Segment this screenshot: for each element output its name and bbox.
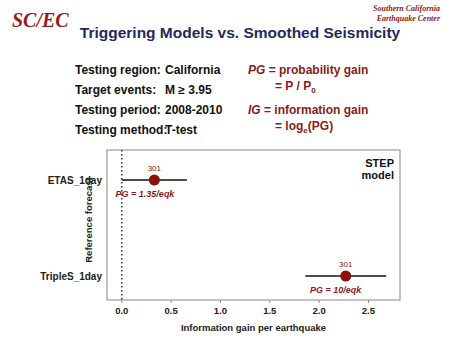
info-value: 2008-2010	[165, 103, 223, 117]
org-name: Southern California	[373, 4, 440, 13]
x-tick	[121, 300, 122, 303]
reference-line	[121, 150, 123, 300]
model-label: model	[362, 169, 394, 181]
formula: = P / P0	[275, 79, 316, 95]
definition: IG = information gain	[248, 103, 368, 117]
marks	[122, 150, 386, 300]
text-part: (PG)	[308, 119, 333, 133]
plot-frame	[107, 150, 400, 300]
info-label: Target events:	[75, 83, 156, 97]
info-value: California	[165, 63, 221, 77]
x-tick-label: 0.0	[115, 305, 128, 316]
x-tick	[269, 300, 270, 303]
category-label: TripleS_1day	[40, 271, 102, 282]
x-tick-label: 2.5	[362, 305, 376, 316]
x-tick	[220, 300, 221, 303]
info-label: Testing region:	[75, 63, 161, 77]
category-label: ETAS_1day	[48, 175, 103, 186]
pg-label: PG = 1.35/eqk	[116, 189, 176, 199]
x-tick-label: 1.5	[263, 305, 277, 316]
org-name: Earthquake Center	[376, 14, 441, 23]
x-axis-label: Information gain per earthquake	[181, 322, 326, 333]
info-label: Testing period:	[75, 103, 161, 117]
text-part: 0	[311, 86, 316, 95]
y-axis-label: Reference forecast	[83, 176, 94, 262]
info-value: M ≥ 3.95	[165, 83, 212, 97]
formula: = loge(PG)	[275, 119, 333, 135]
x-tick	[319, 300, 320, 303]
text-part: PG	[248, 63, 265, 77]
x-tick-label: 0.5	[165, 305, 179, 316]
title: Triggering Models vs. Smoothed Seismicit…	[80, 24, 401, 41]
definition: PG = probability gain	[248, 63, 368, 77]
point	[340, 271, 351, 282]
info-value: T-test	[165, 123, 197, 137]
model-label: STEP	[365, 157, 394, 169]
info-label: Testing method:	[75, 123, 167, 137]
pg-label: PG = 10/eqk	[310, 285, 362, 295]
text-part: = information gain	[261, 103, 369, 117]
slide: SC/EC Southern CaliforniaEarthquake Cente…	[0, 0, 450, 338]
x-tick	[171, 300, 172, 303]
text-part: = log	[275, 119, 303, 133]
logo: SC/EC	[12, 9, 69, 31]
count-label: 301	[339, 260, 353, 269]
x-tick	[368, 300, 369, 303]
text-part: IG	[248, 103, 261, 117]
text-part: = P / P	[275, 79, 311, 93]
x-tick-label: 1.0	[214, 305, 227, 316]
text-part: = probability gain	[265, 63, 368, 77]
point	[149, 175, 160, 186]
count-label: 301	[148, 164, 162, 173]
x-tick-label: 2.0	[312, 305, 325, 316]
